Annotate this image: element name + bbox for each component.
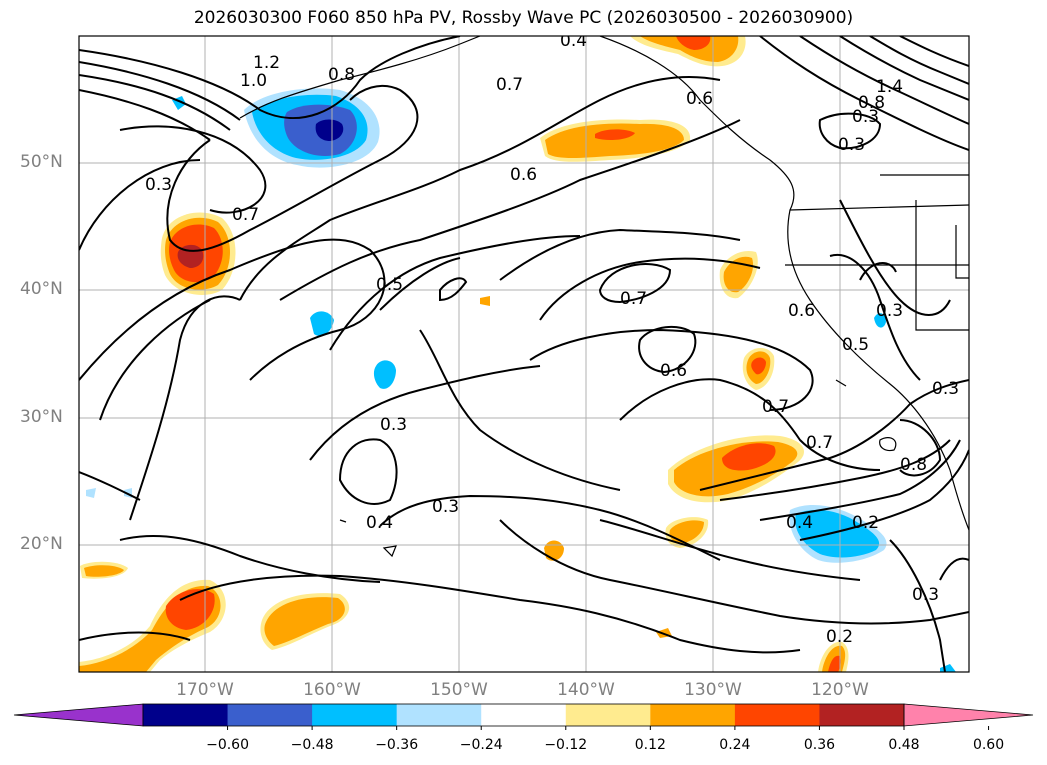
contour-label: 0.7 (232, 205, 259, 225)
lat-label-40n: 40°N (20, 279, 63, 299)
contour-label: 1.2 (253, 53, 280, 73)
map-title: 2026030300 F060 850 hPa PV, Rossby Wave … (193, 8, 854, 28)
contour-label: 0.3 (838, 135, 865, 155)
colorbar-tick-label: 0.12 (634, 737, 666, 753)
contour-labels: 1.2 1.0 0.8 0.4 0.7 0.6 1.4 0.8 0.3 0.3 … (145, 31, 959, 647)
contour-label: 0.3 (852, 107, 879, 127)
contour-label: 0.3 (432, 497, 459, 517)
contour-label: 0.5 (376, 275, 403, 295)
contour-label: 0.4 (560, 31, 587, 51)
lat-label-30n: 30°N (20, 407, 63, 427)
contour-label: 0.3 (876, 301, 903, 321)
lon-label-160w: 160°W (303, 680, 361, 700)
colorbar-tick-label: 0.36 (803, 737, 836, 753)
colorbar-tick-label: −0.60 (206, 737, 249, 753)
contour-label: 1.4 (876, 77, 903, 97)
colorbar-tick-label: 0.24 (719, 737, 751, 753)
contour-label: 0.8 (900, 455, 927, 475)
contour-label: 0.4 (786, 513, 813, 533)
lon-label-140w: 140°W (557, 680, 615, 700)
contour-label: 0.5 (842, 335, 869, 355)
map-frame (78, 35, 970, 673)
contour-label: 0.8 (858, 93, 885, 113)
contour-label: 0.7 (496, 75, 523, 95)
contour-label: 1.0 (240, 71, 267, 91)
contour-label: 0.6 (788, 301, 815, 321)
contour-label: 0.3 (380, 415, 407, 435)
colorbar-tick-label: 0.48 (888, 737, 920, 753)
lat-label-50n: 50°N (20, 152, 63, 172)
pv-contours (79, 36, 969, 672)
contour-label: 0.6 (660, 361, 687, 381)
colorbar-tick-label: 0.60 (972, 737, 1005, 753)
contour-label: 0.7 (806, 433, 833, 453)
contour-label: 0.3 (912, 585, 939, 605)
colorbar-tick-label: −0.48 (290, 737, 334, 753)
contour-label: 0.2 (852, 513, 879, 533)
lon-label-120w: 120°W (811, 680, 869, 700)
contour-label: 0.7 (762, 397, 789, 417)
colorbar-tick-label: −0.12 (544, 737, 588, 753)
pv-anomaly-shading (79, 36, 956, 672)
lon-label-170w: 170°W (176, 680, 234, 700)
colorbar-tick-label: −0.36 (375, 737, 419, 753)
colorbar-tick-label: −0.24 (459, 737, 503, 753)
graticule (79, 36, 969, 672)
contour-label: 0.3 (932, 379, 959, 399)
lon-label-150w: 150°W (430, 680, 488, 700)
contour-label: 0.6 (510, 165, 537, 185)
lat-label-20n: 20°N (20, 534, 63, 554)
contour-label: 0.6 (686, 89, 713, 109)
contour-label: 0.7 (620, 289, 647, 309)
contour-label: 0.3 (145, 175, 172, 195)
coastlines (239, 36, 969, 558)
contour-label: 0.2 (826, 627, 853, 647)
contour-label: 0.8 (328, 65, 355, 85)
lon-label-130w: 130°W (684, 680, 742, 700)
contour-label: 0.4 (366, 513, 393, 533)
